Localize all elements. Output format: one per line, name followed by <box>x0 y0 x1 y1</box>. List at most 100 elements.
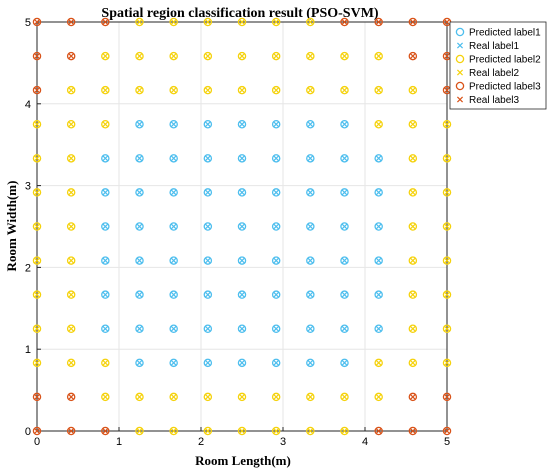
predicted-label2-point <box>237 392 247 402</box>
predicted-label2-point <box>271 85 281 95</box>
predicted-label1-point <box>169 358 178 368</box>
real-label1-point <box>273 291 280 298</box>
predicted-label2-point <box>169 392 178 402</box>
real-label2-point <box>136 393 143 400</box>
real-label3-point <box>409 427 416 435</box>
y-tick-label: 0 <box>25 426 31 438</box>
real-label1-point <box>136 155 143 162</box>
real-label2-point <box>33 359 41 366</box>
predicted-label1-point <box>340 256 349 265</box>
real-label3-point <box>68 18 75 26</box>
predicted-label1-point <box>271 256 281 265</box>
predicted-label1-point <box>306 188 315 197</box>
real-label3-point <box>33 87 41 94</box>
predicted-label1-point <box>306 154 315 163</box>
predicted-label2-point <box>101 51 110 61</box>
predicted-label3-point <box>340 17 349 27</box>
predicted-label2-point <box>32 358 42 368</box>
predicted-label2-point <box>203 17 213 27</box>
predicted-label1-point <box>374 188 383 197</box>
predicted-label1-point <box>306 324 315 333</box>
real-label1-point <box>341 155 348 162</box>
real-label1-point <box>136 257 143 264</box>
real-label3-point <box>409 18 416 26</box>
predicted-label1-point <box>101 290 110 299</box>
real-label2-point <box>204 87 211 94</box>
legend-x-marker <box>456 42 464 49</box>
predicted-label1-point <box>135 120 144 129</box>
real-label3-point <box>443 427 451 435</box>
predicted-label2-point <box>408 256 418 265</box>
real-label1-point <box>238 189 246 196</box>
predicted-label1-point <box>237 222 247 231</box>
real-label1-point <box>341 121 348 128</box>
predicted-label1-point <box>271 290 281 299</box>
chart-title: Spatial region classification result (PS… <box>101 6 378 21</box>
predicted-label1-point <box>169 154 178 163</box>
real-label3-point <box>341 18 348 26</box>
predicted-label2-point <box>135 17 144 27</box>
x-tick-label: 5 <box>444 436 450 448</box>
predicted-label1-point <box>203 290 213 299</box>
predicted-label1-point <box>237 358 247 368</box>
predicted-label1-point <box>203 120 213 129</box>
real-label2-point <box>33 189 41 196</box>
predicted-label2-point <box>66 290 76 299</box>
predicted-label2-point <box>135 426 144 436</box>
predicted-label2-point <box>32 188 42 197</box>
axis-ticks: 0 1 2 3 4 5 0 1 2 3 4 5 <box>25 17 450 448</box>
real-label1-point <box>307 359 314 366</box>
real-label3-point <box>33 427 41 435</box>
legend-circle-marker <box>455 27 465 37</box>
real-label1-point <box>375 325 382 332</box>
legend-label: Predicted label3 <box>469 82 541 93</box>
y-tick-label: 1 <box>25 344 31 356</box>
real-label2-point <box>375 53 382 60</box>
real-label1-point <box>341 257 348 264</box>
real-label2-point <box>204 18 211 26</box>
predicted-label2-point <box>203 85 213 95</box>
predicted-label2-point <box>374 358 383 368</box>
real-label1-point <box>273 155 280 162</box>
real-label1-point <box>375 291 382 298</box>
predicted-label1-point <box>340 222 349 231</box>
predicted-label1-point <box>101 222 110 231</box>
legend-x-marker <box>456 69 464 76</box>
predicted-label1-point <box>203 222 213 231</box>
predicted-label2-point <box>408 154 418 163</box>
real-label2-point <box>33 121 41 128</box>
legend-circle-marker <box>455 54 465 64</box>
y-tick-label: 5 <box>25 17 31 29</box>
predicted-label2-point <box>203 51 213 61</box>
predicted-label2-point <box>340 426 349 436</box>
real-label3-point <box>409 393 416 400</box>
x-tick-label: 2 <box>198 436 204 448</box>
predicted-label2-point <box>408 324 418 333</box>
predicted-label2-point <box>237 17 247 27</box>
real-label1-point <box>341 359 348 366</box>
real-label2-point <box>68 155 75 162</box>
real-label2-point <box>409 87 416 94</box>
predicted-label1-point <box>169 222 178 231</box>
real-label2-point <box>33 257 41 264</box>
real-label1-point <box>136 359 143 366</box>
predicted-label1-point <box>135 358 144 368</box>
predicted-label2-point <box>442 154 452 163</box>
y-tick-label: 2 <box>25 262 31 274</box>
real-label3-point <box>68 427 75 435</box>
real-label1-point <box>136 189 143 196</box>
real-label1-point <box>273 121 280 128</box>
real-label2-point <box>273 87 280 94</box>
predicted-label3-point <box>408 392 418 402</box>
predicted-label3-point <box>32 392 42 402</box>
real-label2-point <box>273 53 280 60</box>
real-label1-point <box>204 257 211 264</box>
real-label1-point <box>307 325 314 332</box>
real-label2-point <box>204 427 211 435</box>
predicted-label2-point <box>374 120 383 129</box>
real-label1-point <box>102 155 109 162</box>
predicted-label3-point <box>408 426 418 436</box>
real-label2-point <box>136 87 143 94</box>
predicted-label1-point <box>169 120 178 129</box>
